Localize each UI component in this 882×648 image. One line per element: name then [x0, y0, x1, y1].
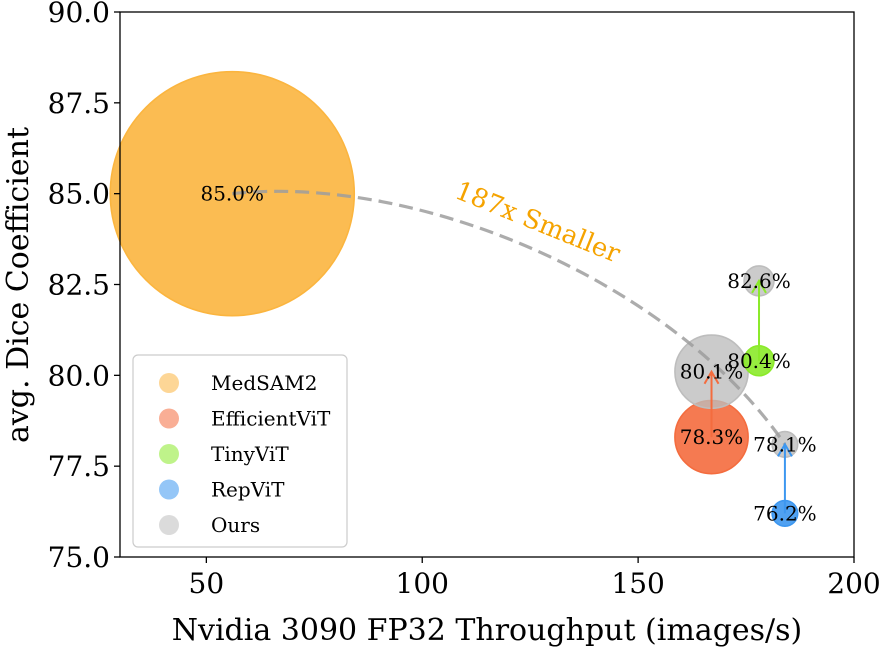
- legend-item-repvit: RepViT: [159, 478, 285, 502]
- arrow-head: [751, 278, 767, 294]
- data-label-medsam2-0: 85.0%: [200, 182, 264, 206]
- legend-item-tinyvit: TinyViT: [159, 442, 289, 466]
- legend-marker: [159, 408, 179, 429]
- legend-marker: [159, 515, 179, 535]
- legend-item-ours: Ours: [159, 513, 260, 537]
- legend-box: [132, 354, 348, 548]
- data-label-tinyvit-0: 80.4%: [727, 349, 791, 373]
- data-label-ours-2: 78.1%: [753, 432, 817, 456]
- trend-line: [232, 189, 787, 446]
- data-label-efficientvit-0: 78.3%: [680, 425, 744, 449]
- arrow-head: [777, 442, 793, 457]
- x-tick-label: 150: [611, 567, 664, 600]
- y-tick-label: 77.5: [48, 450, 110, 483]
- x-tick-label: 100: [396, 567, 449, 600]
- annotation-187x-smaller: 187x Smaller: [451, 176, 625, 270]
- legend-label: RepViT: [211, 478, 285, 502]
- legend-label: MedSAM2: [211, 371, 317, 395]
- y-tick-label: 90.0: [48, 0, 110, 29]
- legend-marker: [159, 479, 179, 500]
- arrow-repvit: [777, 442, 793, 514]
- data-label-repvit-0: 76.2%: [753, 501, 817, 525]
- legend-label: EfficientViT: [211, 407, 331, 431]
- legend-marker: [159, 444, 179, 464]
- y-tick-label: 87.5: [48, 87, 110, 120]
- y-ticks: 75.0 77.5 80.0 82.5 85.0 87.5 90.0: [48, 0, 120, 574]
- legend: MedSAM2 EfficientViT TinyViT RepViT Ours: [132, 354, 348, 548]
- x-tick-label: 50: [189, 567, 225, 600]
- legend-items: MedSAM2 EfficientViT TinyViT RepViT Ours: [159, 371, 331, 537]
- legend-item-efficientvit: EfficientViT: [159, 407, 331, 431]
- arrow-efficientvit: [703, 369, 720, 438]
- y-tick-label: 82.5: [48, 269, 110, 302]
- y-tick-label: 75.0: [48, 541, 110, 574]
- arrow-head: [703, 369, 720, 385]
- x-ticks: 50 100 150 200: [189, 557, 881, 600]
- x-tick-label: 200: [827, 567, 880, 600]
- legend-marker: [159, 373, 179, 393]
- data-label-ours-1: 82.6%: [727, 269, 791, 293]
- arrow-tinyvit: [751, 278, 767, 361]
- y-tick-label: 85.0: [48, 178, 110, 211]
- legend-label: Ours: [211, 513, 260, 537]
- y-tick-label: 80.0: [48, 359, 110, 392]
- legend-item-medsam2: MedSAM2: [159, 371, 317, 395]
- data-label-ours-0: 80.1%: [680, 360, 744, 384]
- x-axis-label: Nvidia 3090 FP32 Throughput (images/s): [172, 613, 803, 648]
- legend-label: TinyViT: [211, 442, 289, 466]
- y-axis-label: avg. Dice Coefficient: [1, 127, 36, 443]
